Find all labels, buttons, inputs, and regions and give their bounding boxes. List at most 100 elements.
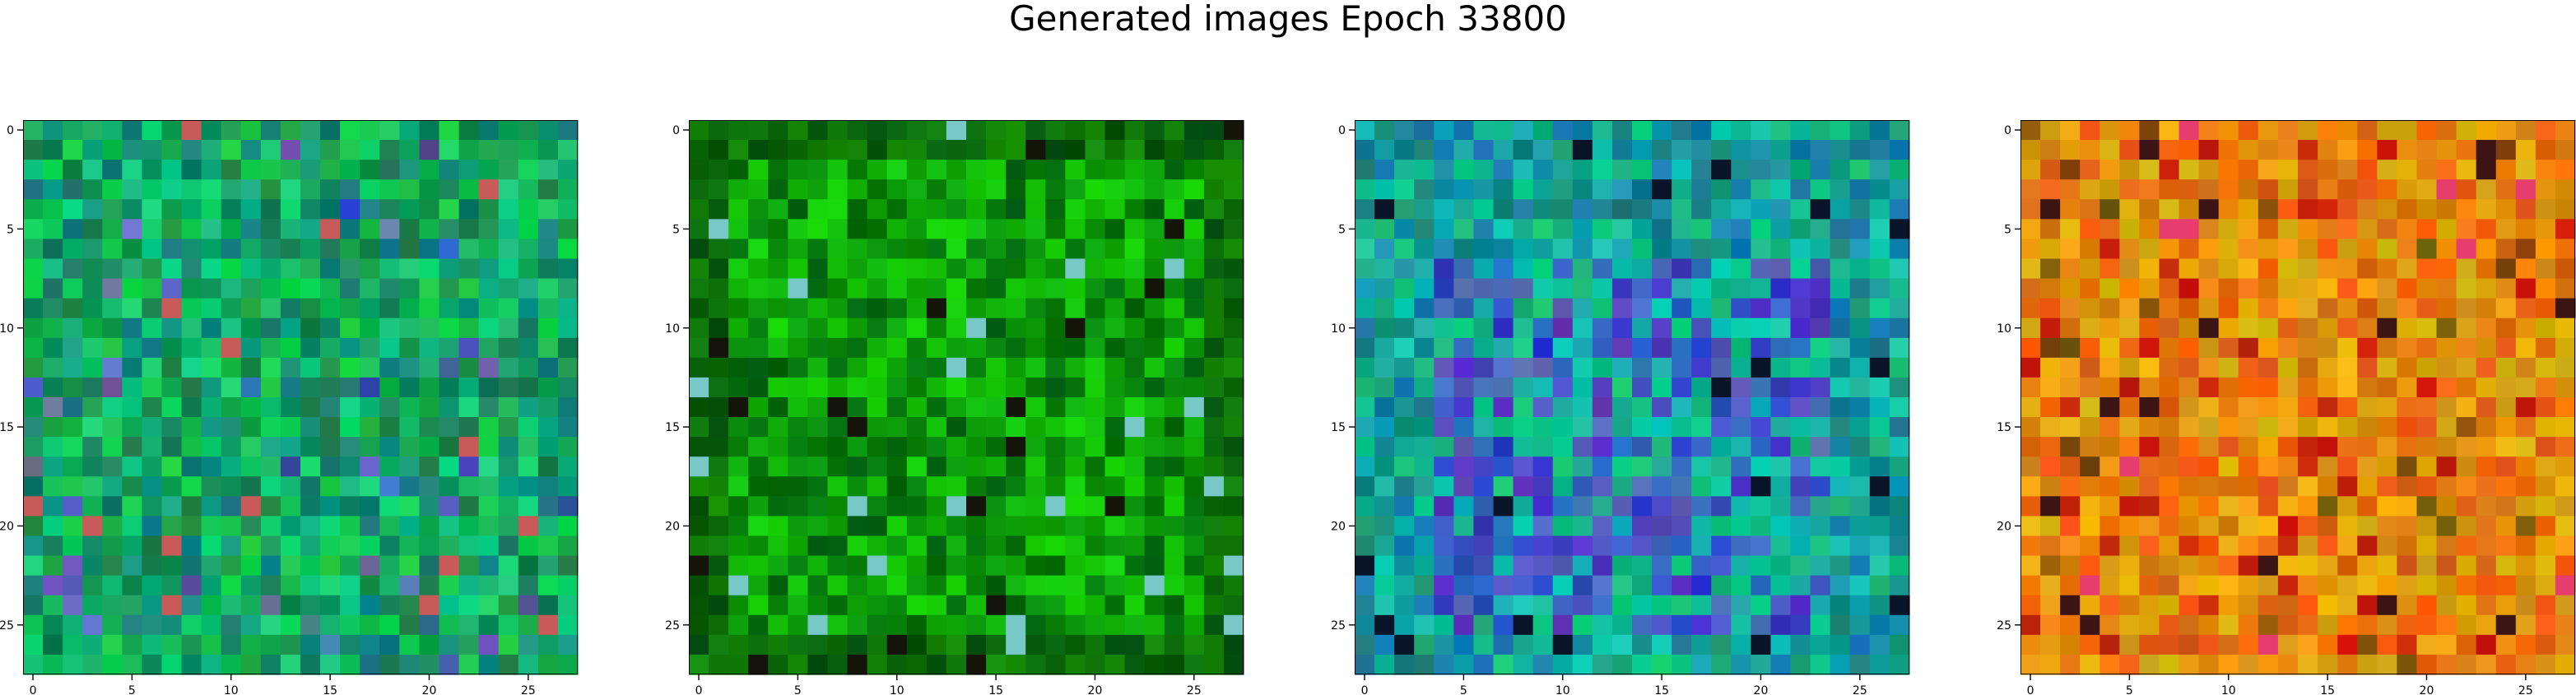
- pixel-cell: [82, 595, 103, 616]
- pixel-cell: [867, 595, 888, 616]
- y-tick-label: 25: [1331, 619, 1346, 632]
- pixel-cell: [1592, 239, 1613, 260]
- pixel-cell: [1849, 595, 1871, 616]
- pixel-cell: [1770, 575, 1792, 596]
- pixel-cell: [2337, 239, 2358, 260]
- pixel-cell: [1790, 397, 1811, 418]
- pixel-cell: [419, 614, 440, 636]
- pixel-cell: [201, 258, 222, 280]
- pixel-cell: [102, 239, 123, 260]
- pixel-cell: [1104, 298, 1126, 319]
- pixel-cell: [926, 298, 947, 319]
- pixel-cell: [946, 634, 967, 656]
- pixel-cell: [2257, 120, 2279, 141]
- pixel-cell: [2337, 456, 2358, 477]
- pixel-cell: [1751, 555, 1772, 577]
- pixel-cell: [2456, 179, 2477, 200]
- pixel-cell: [1025, 417, 1046, 438]
- pixel-cell: [1493, 555, 1514, 577]
- pixel-cell: [1065, 575, 1086, 596]
- pixel-cell: [2178, 654, 2200, 675]
- pixel-cell: [2397, 160, 2418, 180]
- pixel-cell: [1203, 535, 1225, 557]
- pixel-cell: [240, 575, 262, 596]
- pixel-cell: [1045, 337, 1066, 359]
- pixel-cell: [807, 614, 829, 636]
- pixel-cell: [966, 397, 987, 418]
- pixel-cell: [1144, 535, 1165, 557]
- pixel-cell: [2357, 258, 2378, 280]
- pixel-cell: [360, 258, 380, 280]
- pixel-cell: [181, 634, 202, 656]
- pixel-cell: [1632, 614, 1653, 636]
- pixel-cell: [2020, 417, 2041, 438]
- pixel-cell: [1672, 160, 1692, 180]
- pixel-cell: [1731, 140, 1752, 160]
- pixel-cell: [886, 516, 908, 537]
- pixel-cell: [1691, 456, 1712, 477]
- pixel-cell: [122, 199, 143, 220]
- pixel-cell: [379, 476, 400, 497]
- pixel-cell: [2159, 614, 2180, 636]
- pixel-cell: [1124, 516, 1146, 537]
- pixel-cell: [2080, 317, 2100, 339]
- pixel-cell: [1731, 258, 1752, 280]
- pixel-cell: [557, 160, 579, 180]
- pixel-cell: [1414, 258, 1434, 280]
- pixel-cell: [886, 417, 908, 438]
- pixel-cell: [439, 219, 460, 240]
- pixel-cell: [709, 535, 729, 557]
- pixel-cell: [926, 397, 947, 418]
- pixel-cell: [1006, 535, 1026, 557]
- pixel-cell: [1414, 298, 1434, 319]
- pixel-cell: [1453, 634, 1475, 656]
- pixel-cell: [1374, 219, 1395, 240]
- pixel-cell: [23, 278, 44, 299]
- pixel-cell: [478, 496, 500, 517]
- pixel-cell: [867, 437, 888, 457]
- pixel-cell: [557, 555, 579, 577]
- pixel-cell: [240, 199, 262, 220]
- pixel-cell: [498, 614, 519, 636]
- pixel-cell: [320, 337, 341, 359]
- pixel-cell: [1045, 456, 1066, 477]
- pixel-cell: [2318, 298, 2338, 319]
- pixel-cell: [748, 437, 769, 457]
- pixel-cell: [161, 140, 183, 160]
- pixel-cell: [1434, 516, 1454, 537]
- pixel-cell: [1731, 120, 1752, 141]
- pixel-cell: [966, 456, 987, 477]
- pixel-cell: [2555, 654, 2576, 675]
- pixel-cell: [142, 476, 163, 497]
- pixel-cell: [1652, 337, 1672, 359]
- y-tick-label: 20: [0, 520, 14, 533]
- pixel-cell: [1632, 278, 1653, 299]
- pixel-cell: [1611, 239, 1633, 260]
- pixel-cell: [2178, 595, 2200, 616]
- pixel-cell: [1869, 219, 1890, 240]
- pixel-cell: [478, 120, 500, 141]
- pixel-cell: [280, 614, 301, 636]
- pixel-cell: [498, 357, 519, 378]
- pixel-cell: [43, 535, 63, 557]
- pixel-cell: [2397, 417, 2418, 438]
- pixel-cell: [1104, 417, 1126, 438]
- pixel-cell: [709, 595, 729, 616]
- pixel-cell: [419, 555, 440, 577]
- pixel-cell: [1473, 634, 1495, 656]
- pixel-cell: [2416, 595, 2438, 616]
- pixel-cell: [1025, 634, 1046, 656]
- pixel-cell: [419, 496, 440, 517]
- pixel-cell: [2535, 496, 2556, 517]
- pixel-cell: [2515, 298, 2536, 319]
- pixel-cell: [221, 199, 242, 220]
- pixel-cell: [142, 456, 163, 477]
- pixel-cell: [260, 239, 281, 260]
- pixel-cell: [1532, 258, 1554, 280]
- pixel-cell: [2060, 437, 2081, 457]
- pixel-cell: [1611, 614, 1633, 636]
- pixel-cell: [807, 456, 829, 477]
- pixel-cell: [2456, 199, 2477, 220]
- pixel-cell: [2436, 634, 2457, 656]
- pixel-cell: [142, 179, 163, 200]
